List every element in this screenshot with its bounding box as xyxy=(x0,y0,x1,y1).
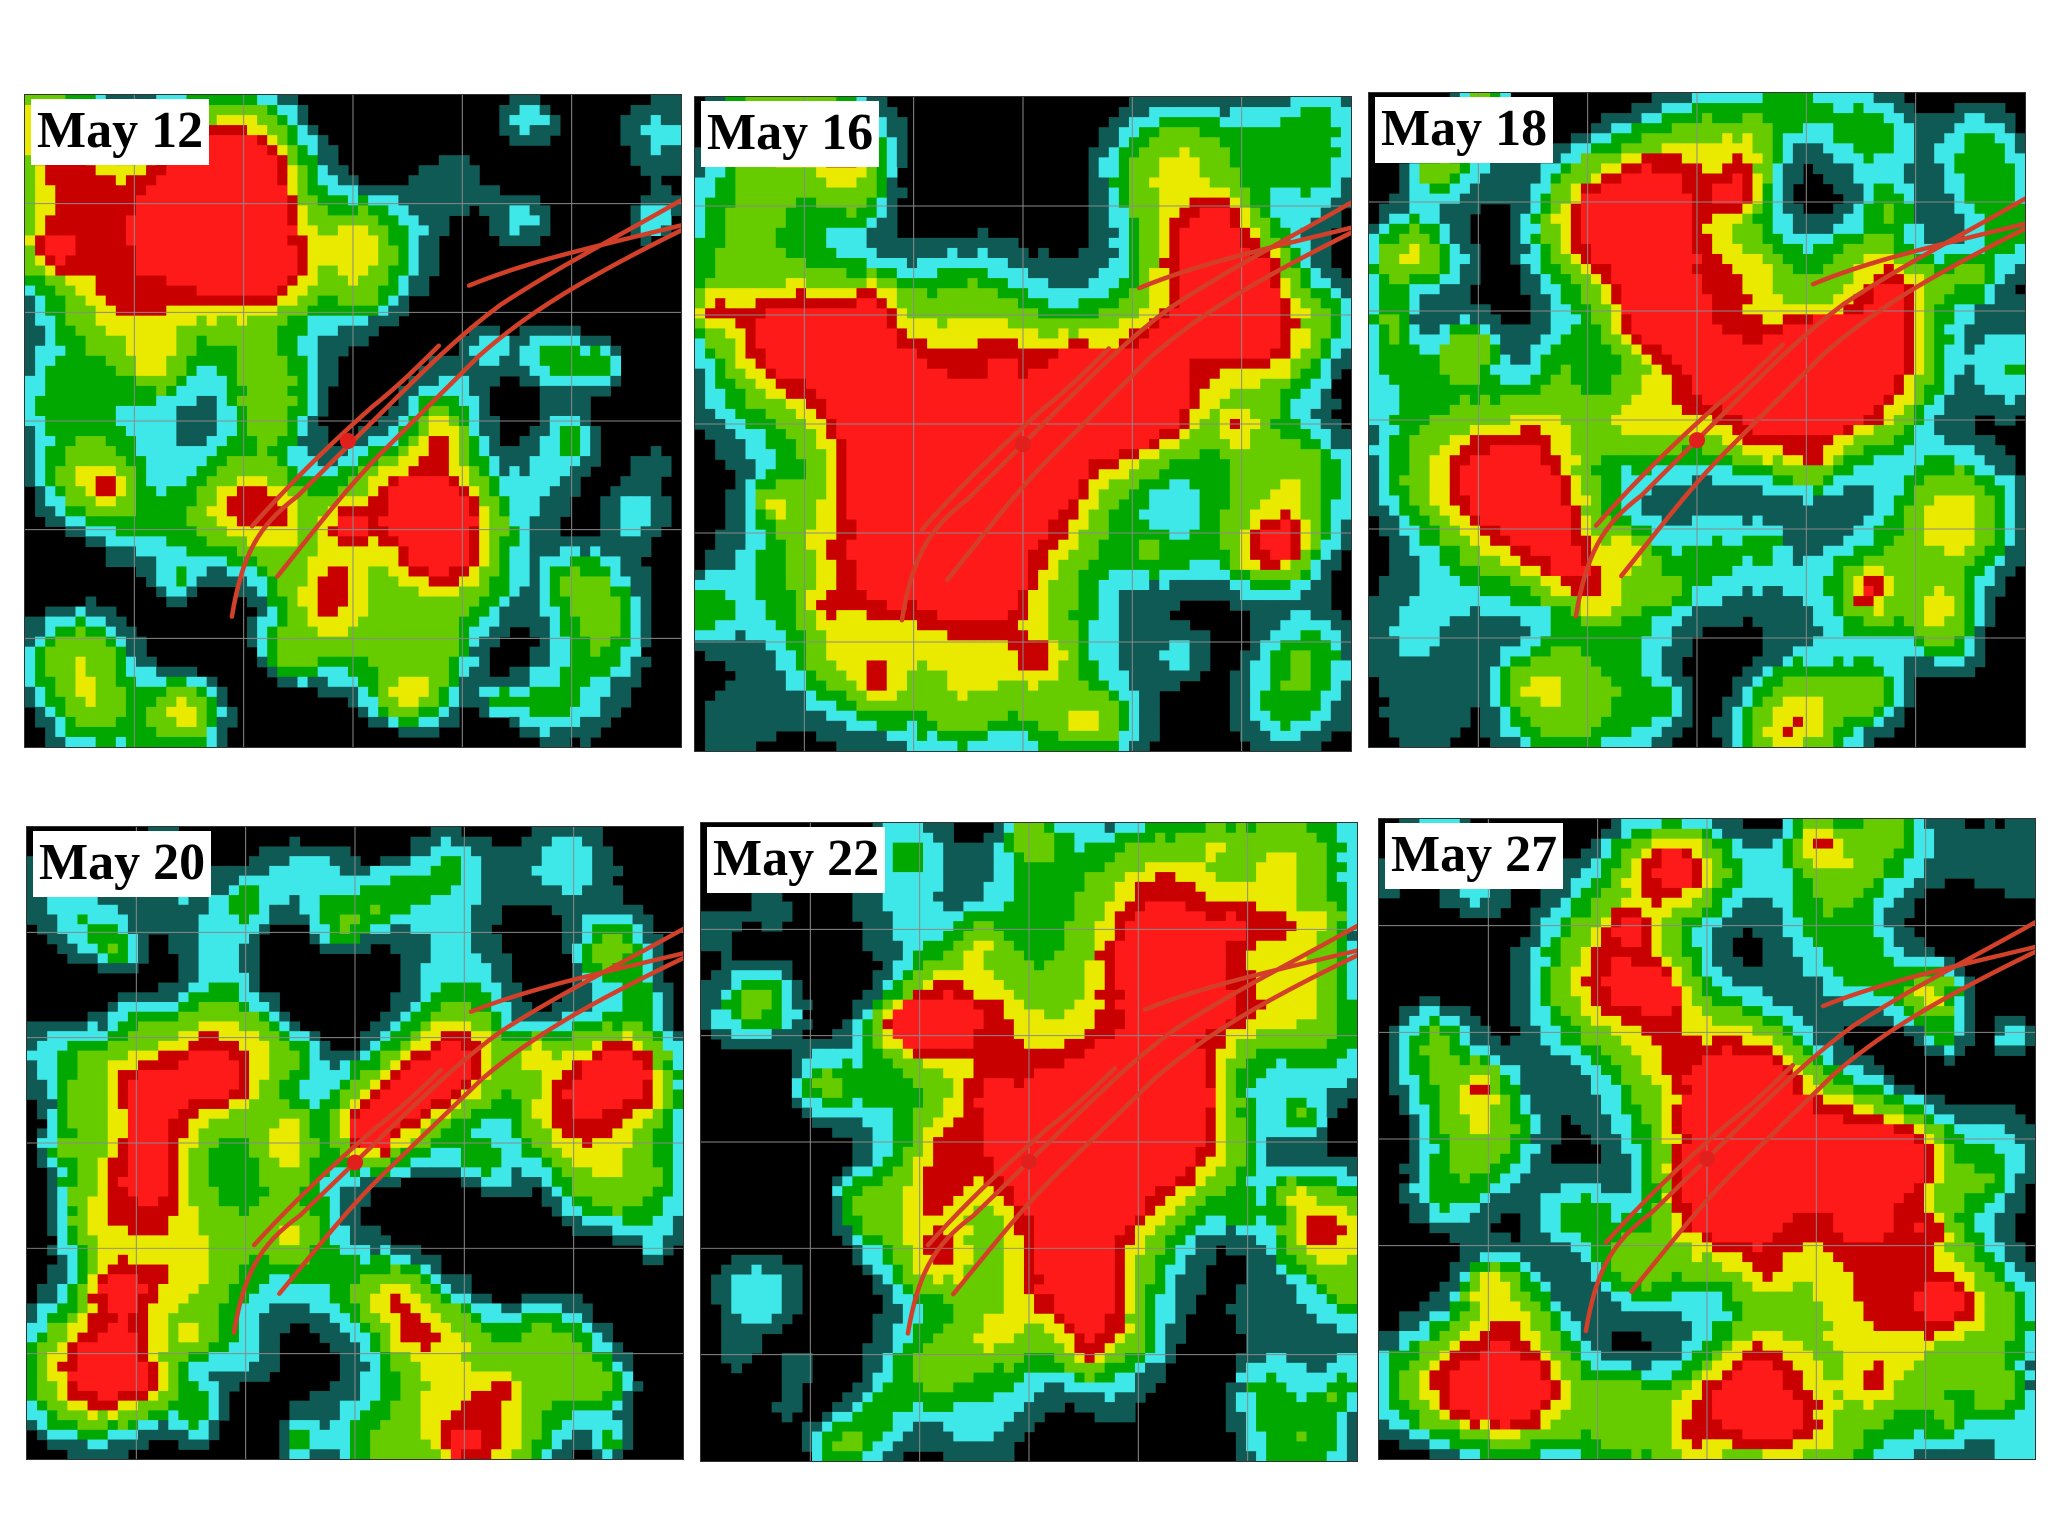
map-panel-may-20: May 20 xyxy=(26,826,684,1460)
panel-label: May 16 xyxy=(701,101,880,167)
anomaly-field xyxy=(25,95,681,747)
map-grid xyxy=(25,95,681,747)
anomaly-map xyxy=(1369,93,2025,747)
fault-lines xyxy=(229,198,681,619)
fault-lines xyxy=(899,200,1351,623)
map-grid xyxy=(695,97,1351,751)
epicenter-marker xyxy=(346,1154,364,1171)
anomaly-map xyxy=(25,95,681,747)
anomaly-map xyxy=(27,827,683,1459)
fault-lines xyxy=(905,923,1357,1336)
anomaly-map xyxy=(701,823,1357,1461)
panel-label: May 27 xyxy=(1385,823,1564,889)
map-panel-may-22: May 22 xyxy=(700,822,1358,1462)
fault-lines xyxy=(1573,196,2025,619)
fault-lines xyxy=(1583,920,2035,1334)
anomaly-field xyxy=(695,97,1351,751)
map-grid xyxy=(27,827,683,1459)
map-panel-may-18: May 18 xyxy=(1368,92,2026,748)
map-grid xyxy=(1379,819,2035,1459)
map-panel-may-27: May 27 xyxy=(1378,818,2036,1460)
map-panel-may-12: May 12 xyxy=(24,94,682,748)
map-grid xyxy=(1369,93,2025,747)
map-panel-may-16: May 16 xyxy=(694,96,1352,752)
epicenter-marker xyxy=(1698,1150,1716,1167)
panel-label: May 22 xyxy=(707,827,886,893)
epicenter-marker xyxy=(1020,1153,1038,1170)
epicenter-marker xyxy=(339,433,357,450)
panel-label: May 20 xyxy=(33,831,212,897)
panel-label: May 18 xyxy=(1375,97,1554,163)
map-grid xyxy=(701,823,1357,1461)
fault-lines xyxy=(231,926,683,1335)
epicenter-marker xyxy=(1014,436,1032,453)
epicenter-marker xyxy=(1688,432,1706,449)
panel-label: May 12 xyxy=(31,99,210,165)
anomaly-map xyxy=(695,97,1351,751)
anomaly-map xyxy=(1379,819,2035,1459)
